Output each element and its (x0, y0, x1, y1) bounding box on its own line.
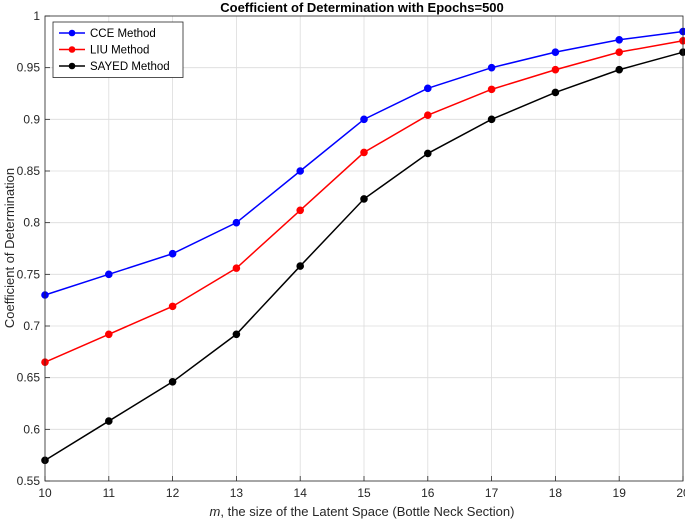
data-point-liu-method (360, 148, 368, 157)
series-cce-method (41, 27, 685, 299)
data-point-sayed-method (168, 378, 177, 386)
x-axis-label-text: , the size of the Latent Space (Bottle N… (220, 504, 514, 519)
data-point-sayed-method (679, 48, 685, 56)
x-axis-label: m, the size of the Latent Space (Bottle … (210, 504, 515, 519)
data-point-cce-method (424, 84, 432, 93)
series-liu-method (41, 37, 685, 366)
x-axis-label-variable: m (210, 504, 221, 519)
series-layer (41, 27, 685, 465)
data-point-liu-method (487, 85, 496, 94)
data-point-sayed-method (232, 330, 241, 339)
chart-title: Coefficient of Determination with Epochs… (220, 0, 504, 15)
data-point-sayed-method (360, 195, 368, 203)
data-point-liu-method (168, 302, 177, 311)
data-point-cce-method (487, 63, 496, 72)
y-tick-label: 0.95 (17, 61, 41, 75)
legend-label: CCE Method (90, 28, 156, 40)
legend-marker-swatch (68, 62, 76, 70)
data-point-cce-method (551, 48, 560, 56)
data-point-liu-method (232, 264, 241, 272)
data-point-cce-method (296, 167, 305, 175)
data-point-sayed-method (551, 88, 560, 97)
data-point-liu-method (679, 37, 685, 45)
y-tick-label: 0.6 (23, 422, 40, 436)
data-point-liu-method (424, 111, 432, 119)
x-tick-label: 19 (613, 486, 627, 500)
legend-marker-swatch (68, 46, 76, 53)
data-point-liu-method (296, 206, 305, 215)
data-point-liu-method (551, 65, 560, 74)
legend-marker-swatch (68, 29, 76, 37)
data-point-liu-method (105, 330, 113, 339)
x-tick-label: 12 (166, 486, 180, 500)
legend-label: SAYED Method (90, 61, 170, 73)
x-tick-label: 15 (357, 486, 371, 500)
x-tick-label: 17 (485, 486, 499, 500)
x-tick-label: 13 (230, 486, 244, 500)
legend-label: LIU Method (90, 45, 149, 57)
y-tick-label: 0.65 (17, 371, 41, 385)
y-tick-label: 0.85 (17, 164, 41, 178)
data-point-sayed-method (487, 115, 496, 124)
tick-labels: 10 11 12 13 14 15 16 17 18 19 20 0.55 0.6 0.65 0.7 0.75… (17, 9, 685, 500)
legend-item: SAYED Method (59, 61, 170, 73)
x-tick-label: 18 (549, 486, 563, 500)
y-tick-label: 1 (33, 9, 40, 23)
legend-item: CCE Method (59, 28, 156, 40)
data-point-cce-method (615, 35, 624, 44)
data-point-cce-method (232, 218, 241, 227)
legend: CCE Method LIU Method SAYED Method (52, 21, 184, 78)
data-point-cce-method (105, 270, 113, 279)
data-point-sayed-method (105, 417, 113, 425)
y-tick-label: 0.55 (17, 474, 41, 488)
y-tick-label: 0.75 (17, 267, 41, 281)
data-point-liu-method (615, 48, 624, 56)
x-tick-label: 11 (103, 486, 116, 500)
y-axis-label: Coefficient of Determination (2, 168, 17, 328)
data-point-sayed-method (296, 262, 305, 270)
data-point-cce-method (360, 115, 368, 124)
y-tick-label: 0.9 (23, 112, 40, 126)
series-sayed-method (41, 48, 685, 465)
x-tick-label: 16 (421, 486, 435, 500)
legend-item: LIU Method (59, 45, 149, 57)
data-point-sayed-method (424, 149, 432, 158)
x-tick-label: 14 (294, 486, 308, 500)
data-point-cce-method (679, 27, 685, 36)
plot-area-frame (44, 15, 684, 482)
y-tick-label: 0.7 (23, 319, 40, 333)
y-tick-label: 0.8 (23, 216, 40, 230)
data-point-cce-method (168, 249, 177, 258)
data-point-sayed-method (615, 65, 624, 74)
x-tick-label: 10 (38, 486, 52, 500)
x-tick-label: 20 (676, 486, 685, 500)
